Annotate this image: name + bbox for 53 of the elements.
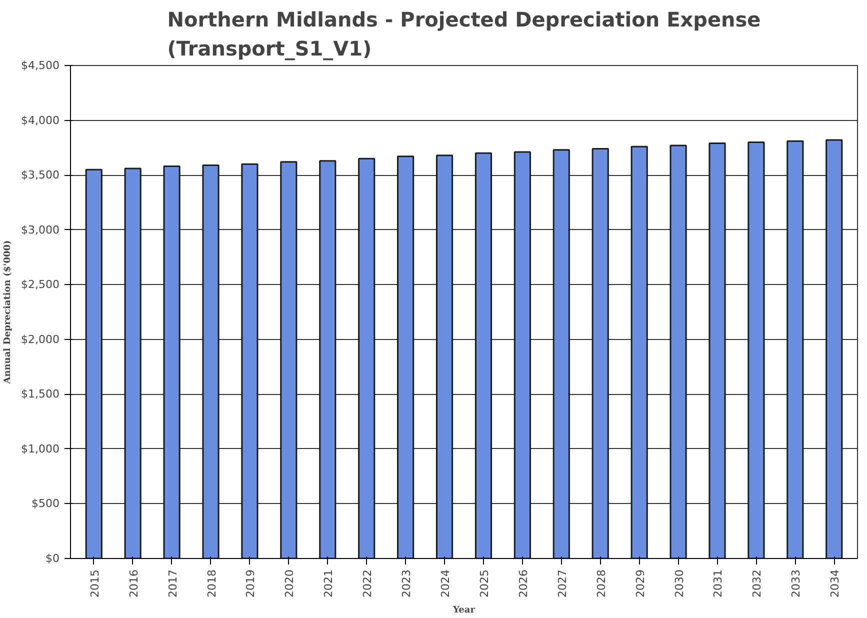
x-axis-title: Year [452, 605, 476, 616]
y-tick-label: $3,000 [21, 223, 60, 236]
bar [592, 148, 609, 558]
chart-title: Northern Midlands - Projected Depreciation Expense (Transport_S1_V1) [167, 8, 761, 60]
bar [280, 161, 298, 558]
x-tick-label: 2026 [516, 569, 530, 598]
bar [630, 146, 648, 558]
y-axis-title: Annual Depreciation ($'000) [3, 240, 14, 385]
y-tick-label: $3,500 [21, 168, 60, 182]
x-tick-label: 2034 [828, 569, 842, 598]
x-tick-label: 2029 [634, 569, 647, 598]
bar [241, 163, 258, 558]
y-tick-label: $1,500 [21, 388, 60, 401]
y-tick-label: $2,500 [21, 278, 60, 292]
y-tick-label: $1,000 [21, 442, 60, 456]
x-tick-label: 2032 [750, 569, 764, 598]
bar [514, 151, 531, 558]
x-tick-label: 2030 [672, 569, 686, 598]
bar [708, 142, 726, 558]
y-tick-label: $500 [32, 497, 60, 510]
bar [552, 149, 570, 558]
x-tick-label: 2022 [361, 569, 374, 598]
x-tick-label: 2020 [283, 569, 296, 598]
bar [786, 140, 804, 558]
x-tick-label: 2016 [127, 569, 140, 598]
bar [397, 156, 414, 558]
x-tick-label: 2024 [439, 569, 452, 598]
x-tick-label: 2018 [205, 569, 218, 598]
x-tick-label: 2019 [244, 569, 258, 598]
x-tick-label: 2033 [790, 569, 803, 598]
bar [748, 141, 765, 558]
y-tick-label: $4,000 [21, 114, 60, 127]
bar [319, 160, 336, 558]
bar [670, 144, 687, 558]
bar [163, 166, 180, 558]
bar [826, 139, 843, 558]
bar [124, 168, 142, 558]
x-tick-label: 2023 [400, 569, 414, 598]
bar [85, 168, 102, 558]
x-tick-label: 2015 [88, 569, 102, 598]
bar [436, 154, 454, 558]
bar [358, 158, 376, 558]
y-tick-label: $4,500 [21, 59, 60, 72]
x-tick-label: 2028 [594, 569, 608, 598]
y-tick-label: $2,000 [21, 332, 60, 346]
x-tick-label: 2017 [166, 569, 180, 598]
bar [202, 164, 220, 558]
x-tick-label: 2031 [712, 569, 725, 598]
y-tick-label: $0 [46, 552, 60, 565]
bar [474, 152, 492, 558]
x-tick-label: 2027 [556, 569, 569, 598]
x-tick-label: 2021 [322, 569, 336, 598]
x-tick-label: 2025 [478, 569, 491, 598]
